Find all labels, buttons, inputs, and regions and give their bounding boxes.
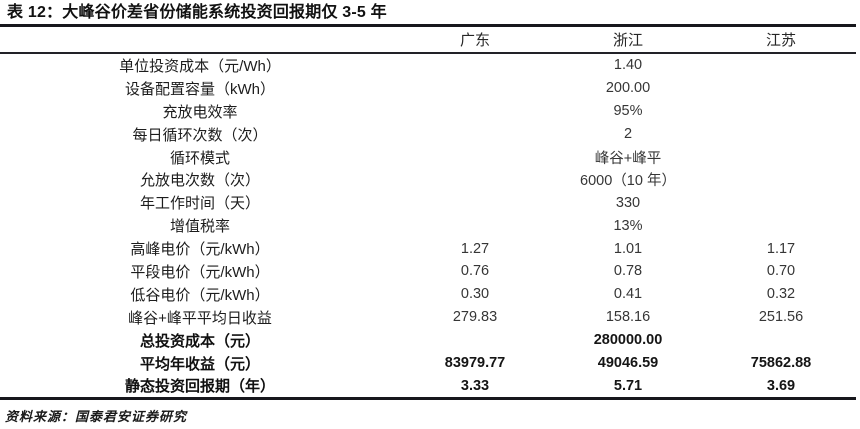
cell-guangdong: 83979.77	[444, 355, 506, 372]
table-row-working-days: 年工作时间（天） 330	[0, 191, 856, 214]
table-row-daily-revenue: 峰谷+峰平平均日收益 279.83 158.16 251.56	[0, 306, 856, 329]
cell-zhejiang: 13%	[613, 217, 643, 234]
cell-zhejiang: 158.16	[605, 309, 651, 326]
cell-guangdong: 0.76	[460, 263, 490, 280]
title-rule	[0, 24, 856, 27]
cell-zhejiang: 200.00	[605, 80, 651, 97]
cell-zhejiang: 0.41	[613, 286, 643, 303]
row-label: 平段电价（元/kWh）	[130, 263, 270, 281]
table-row-cycle-mode: 循环模式 峰谷+峰平	[0, 146, 856, 169]
row-label: 增值税率	[169, 218, 230, 236]
row-label: 静态投资回报期（年）	[124, 378, 275, 396]
row-label: 低谷电价（元/kWh）	[130, 286, 270, 304]
cell-zhejiang: 6000（10 年）	[580, 173, 676, 190]
table-row-capacity: 设备配置容量（kWh） 200.00	[0, 77, 856, 100]
row-label: 单位投资成本（元/Wh）	[119, 57, 281, 75]
table-row-valley-price: 低谷电价（元/kWh） 0.30 0.41 0.32	[0, 283, 856, 306]
table-title: 表 12：大峰谷价差省份储能系统投资回报期仅 3-5 年	[7, 4, 387, 21]
row-label: 每日循环次数（次）	[132, 126, 268, 144]
cell-jiangsu: 1.17	[766, 240, 796, 257]
table-row-daily-cycles: 每日循环次数（次） 2	[0, 123, 856, 146]
table-header-row: 广东 浙江 江苏	[0, 27, 856, 54]
cell-zhejiang: 330	[615, 194, 641, 211]
cell-zhejiang: 5.71	[613, 377, 643, 394]
row-label: 允放电次数（次）	[139, 172, 260, 190]
cell-zhejiang: 1.01	[613, 240, 643, 257]
cell-zhejiang: 280000.00	[593, 332, 663, 349]
cell-zhejiang: 1.40	[613, 57, 643, 74]
cell-guangdong: 3.33	[460, 377, 490, 394]
table-bottom-rule	[0, 397, 856, 401]
header-zhejiang: 浙江	[612, 32, 643, 49]
cell-guangdong: 1.27	[460, 240, 490, 257]
cell-zhejiang: 49046.59	[597, 355, 659, 372]
table-row-vat: 增值税率 13%	[0, 214, 856, 237]
cell-zhejiang: 2	[623, 126, 633, 143]
table-row-peak-price: 高峰电价（元/kWh） 1.27 1.01 1.17	[0, 237, 856, 260]
header-guangdong: 广东	[459, 32, 490, 49]
source-note: 资料来源：国泰君安证券研究	[5, 410, 188, 426]
table-row-unit-cost: 单位投资成本（元/Wh） 1.40	[0, 54, 856, 77]
row-label: 充放电效率	[162, 103, 238, 121]
cell-jiangsu: 75862.88	[750, 355, 812, 372]
header-jiangsu: 江苏	[765, 32, 796, 49]
row-label: 高峰电价（元/kWh）	[130, 241, 270, 259]
cell-jiangsu: 3.69	[766, 377, 796, 394]
row-label: 循环模式	[169, 149, 230, 167]
cell-guangdong: 0.30	[460, 286, 490, 303]
table-row-annual-revenue: 平均年收益（元） 83979.77 49046.59 75862.88	[0, 352, 856, 375]
row-label: 年工作时间（天）	[139, 195, 260, 213]
table-row-flat-price: 平段电价（元/kWh） 0.76 0.78 0.70	[0, 260, 856, 283]
row-label: 峰谷+峰平平均日收益	[128, 309, 272, 327]
cell-zhejiang: 0.78	[613, 263, 643, 280]
cell-zhejiang: 峰谷+峰平	[594, 150, 662, 167]
cell-jiangsu: 0.32	[766, 286, 796, 303]
cell-jiangsu: 251.56	[758, 309, 804, 326]
table-row-payback-period: 静态投资回报期（年） 3.33 5.71 3.69	[0, 374, 856, 397]
cell-jiangsu: 0.70	[766, 263, 796, 280]
table-row-total-investment: 总投资成本（元） 280000.00	[0, 329, 856, 352]
cell-zhejiang: 95%	[613, 103, 643, 120]
row-label: 平均年收益（元）	[139, 355, 260, 373]
cell-guangdong: 279.83	[452, 309, 498, 326]
table-row-total-cycles: 允放电次数（次） 6000（10 年）	[0, 168, 856, 191]
row-label: 总投资成本（元）	[139, 332, 260, 350]
table-body: 单位投资成本（元/Wh） 1.40 设备配置容量（kWh） 200.00 充放电…	[0, 54, 856, 397]
row-label: 设备配置容量（kWh）	[124, 80, 275, 98]
table-row-efficiency: 充放电效率 95%	[0, 100, 856, 123]
